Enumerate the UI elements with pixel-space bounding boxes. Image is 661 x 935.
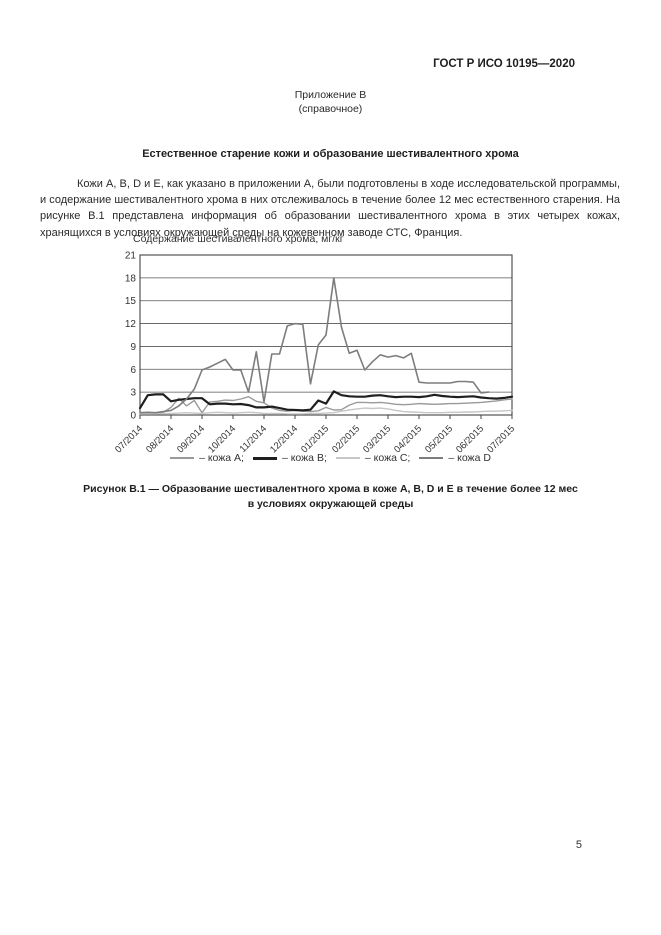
y-tick-label: 21	[125, 251, 137, 262]
y-tick-label: 9	[130, 342, 136, 353]
legend-line-sample	[419, 457, 444, 459]
annex-heading: Приложение В (справочное)	[0, 89, 661, 116]
legend-label: – кожа D	[448, 452, 491, 464]
figure-caption: Рисунок В.1 — Образование шестивалентног…	[0, 482, 661, 511]
y-tick-label: 18	[125, 273, 137, 284]
legend-line-sample	[335, 457, 360, 459]
document-header: ГОСТ Р ИСО 10195—2020	[433, 58, 575, 70]
legend-item-кожа-D: – кожа D	[419, 452, 491, 464]
x-tick-label: 05/2015	[423, 423, 455, 455]
x-tick-label: 01/2015	[299, 423, 331, 455]
x-tick-label: 07/2014	[113, 423, 145, 455]
legend-label: – кожа C;	[364, 452, 411, 464]
series-line-кожа-B	[138, 390, 514, 412]
y-tick-label: 6	[130, 365, 136, 376]
chart-legend: – кожа A; – кожа B; – кожа C; – кожа D	[0, 452, 661, 464]
x-tick-label: 08/2014	[144, 423, 176, 455]
annex-line2: (справочное)	[298, 102, 363, 115]
x-tick-label: 03/2015	[361, 423, 393, 455]
x-tick-label: 10/2014	[206, 423, 238, 455]
legend-label: – кожа B;	[281, 452, 327, 464]
y-tick-label: 15	[125, 296, 137, 307]
x-tick-label: 06/2015	[454, 423, 486, 455]
section-title: Естественное старение кожи и образование…	[142, 148, 519, 160]
legend-item-кожа-B: – кожа B;	[252, 452, 327, 464]
x-tick-label: 07/2015	[485, 423, 517, 455]
legend-item-кожа-A: – кожа A;	[170, 452, 244, 464]
x-tick-label: 02/2015	[330, 423, 362, 455]
chart-axis-title: Содержание шестивалентного хрома, мг/кг	[133, 233, 344, 245]
y-tick-label: 0	[130, 411, 136, 422]
annex-line1: Приложение В	[294, 89, 367, 101]
page-number: 5	[575, 839, 582, 851]
legend-line-sample	[252, 456, 277, 460]
x-tick-label: 09/2014	[175, 423, 207, 455]
series-line-кожа-A	[139, 395, 513, 415]
series-line-кожа-C	[139, 407, 513, 415]
line-chart: 0 3 6 9 12 15 18 21 07/201408/201409/201410/2014…	[113, 251, 517, 456]
x-tick-label: 11/2014	[238, 423, 270, 455]
y-tick-label: 12	[125, 319, 137, 330]
legend-item-кожа-C: – кожа C;	[335, 452, 411, 464]
x-tick-label: 12/2014	[268, 423, 300, 455]
legend-label: – кожа A;	[199, 452, 244, 464]
y-tick-label: 3	[130, 388, 136, 399]
figure-caption-line1: Рисунок В.1 — Образование шестивалентног…	[83, 483, 578, 495]
body-paragraph: Кожи А, В, D и Е, как указано в приложен…	[40, 178, 620, 239]
figure-caption-line2: в условиях окружающей среды	[247, 497, 414, 510]
series-line-кожа-D	[139, 277, 490, 414]
x-tick-label: 04/2015	[392, 423, 424, 455]
legend-line-sample	[170, 457, 195, 459]
